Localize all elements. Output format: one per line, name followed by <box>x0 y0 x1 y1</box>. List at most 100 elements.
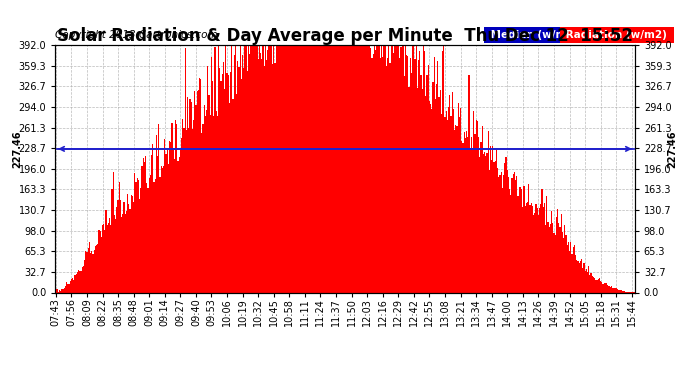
Bar <box>328 45 329 292</box>
Bar <box>316 45 317 292</box>
Bar <box>155 179 156 292</box>
Bar <box>250 45 252 292</box>
Bar <box>459 117 460 292</box>
Bar <box>562 232 563 292</box>
Bar <box>596 280 598 292</box>
Bar <box>104 230 106 292</box>
Bar <box>447 120 448 292</box>
Bar <box>615 288 617 292</box>
Bar <box>177 161 179 292</box>
Bar <box>215 47 216 292</box>
Bar <box>139 199 140 292</box>
Bar <box>593 277 594 292</box>
Bar <box>478 138 479 292</box>
Bar <box>246 45 247 292</box>
Bar <box>613 288 614 292</box>
Bar <box>527 201 529 292</box>
Bar <box>96 244 97 292</box>
Bar <box>224 89 225 292</box>
Bar <box>332 45 333 292</box>
Bar <box>350 45 351 292</box>
Bar <box>172 150 174 292</box>
Bar <box>364 45 366 292</box>
Bar <box>290 45 291 292</box>
Bar <box>518 196 519 292</box>
Bar <box>377 45 379 292</box>
Bar <box>415 45 417 292</box>
Bar <box>94 250 95 292</box>
Bar <box>375 50 376 292</box>
Bar <box>272 64 273 292</box>
Bar <box>490 146 491 292</box>
Bar <box>90 252 91 292</box>
Bar <box>152 144 153 292</box>
Bar <box>114 215 115 292</box>
Bar <box>457 103 459 292</box>
Bar <box>573 244 575 292</box>
Bar <box>84 260 85 292</box>
Bar <box>75 276 76 292</box>
Bar <box>205 117 206 292</box>
Bar <box>357 45 358 292</box>
Bar <box>132 196 133 292</box>
Bar <box>67 285 68 292</box>
Bar <box>568 242 569 292</box>
Bar <box>504 163 506 292</box>
Bar <box>286 45 288 292</box>
Bar <box>306 45 308 292</box>
Bar <box>83 266 84 292</box>
Bar <box>150 176 151 292</box>
Bar <box>448 108 449 292</box>
Bar <box>622 291 623 292</box>
Bar <box>181 138 182 292</box>
Bar <box>610 286 611 292</box>
Bar <box>235 45 236 292</box>
Bar <box>66 282 67 292</box>
Bar <box>513 174 514 292</box>
Bar <box>146 183 148 292</box>
Bar <box>544 203 545 292</box>
Bar <box>301 45 302 292</box>
Bar <box>210 115 211 292</box>
Bar <box>119 182 120 292</box>
Bar <box>352 45 353 292</box>
Bar <box>539 209 540 292</box>
Bar <box>440 90 441 292</box>
Bar <box>558 222 560 292</box>
Bar <box>333 45 334 292</box>
Text: Radiation (w/m2): Radiation (w/m2) <box>562 30 671 40</box>
Bar <box>591 273 592 292</box>
Bar <box>327 45 328 292</box>
Bar <box>368 45 369 292</box>
Bar <box>247 71 248 292</box>
Bar <box>412 45 413 292</box>
Bar <box>86 252 88 292</box>
Bar <box>392 45 393 292</box>
Bar <box>358 45 359 292</box>
Bar <box>127 194 128 292</box>
Bar <box>443 45 444 292</box>
Bar <box>373 54 374 292</box>
Bar <box>107 225 108 292</box>
Bar <box>99 231 101 292</box>
Bar <box>233 99 234 292</box>
Bar <box>612 288 613 292</box>
Bar <box>547 222 549 292</box>
Bar <box>188 128 189 292</box>
Bar <box>282 45 283 292</box>
Bar <box>555 217 557 292</box>
Bar <box>135 182 137 292</box>
Bar <box>298 45 299 292</box>
Bar <box>77 272 78 292</box>
Bar <box>343 45 344 292</box>
Bar <box>351 45 352 292</box>
Bar <box>466 130 467 292</box>
Bar <box>533 215 534 292</box>
Bar <box>60 291 61 292</box>
Bar <box>275 45 277 292</box>
Bar <box>564 225 565 292</box>
Bar <box>197 91 198 292</box>
Bar <box>531 202 532 292</box>
Bar <box>124 202 125 292</box>
Bar <box>469 148 471 292</box>
